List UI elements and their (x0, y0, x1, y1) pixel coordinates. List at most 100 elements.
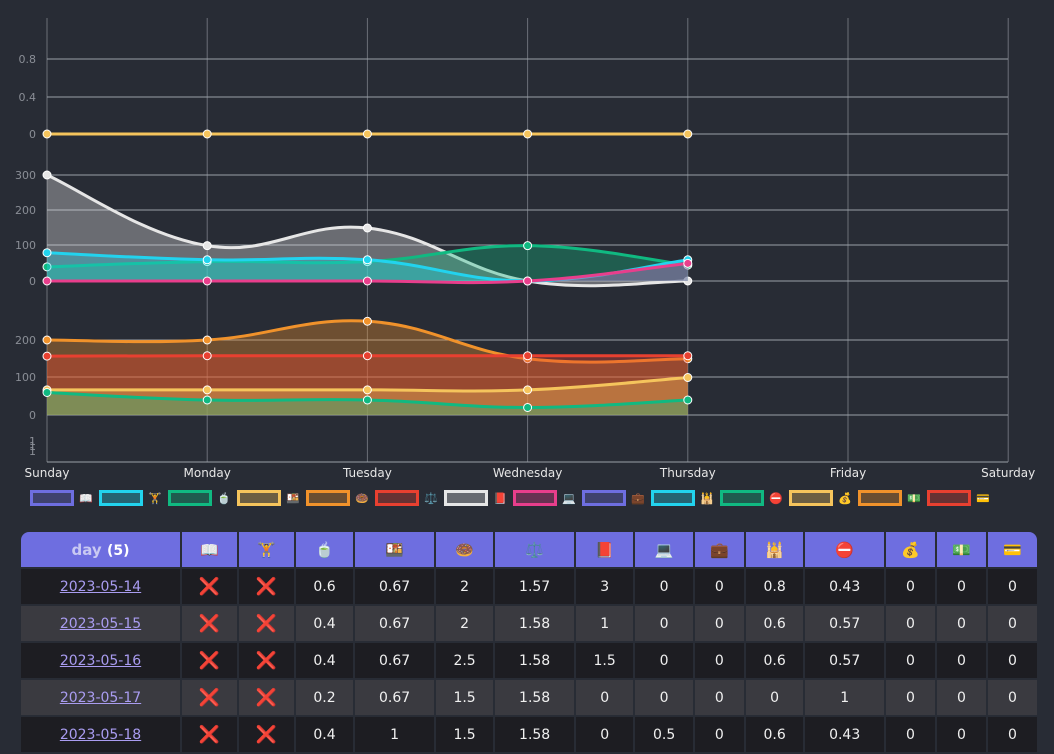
chart-legend: 📖 🏋 🍵 🍱 🍩 ⚖️ 📕 💻 💼 🕌 ⛔ 💰 💵 💳 (30, 490, 996, 506)
legend-swatch (927, 490, 971, 506)
legend-swatch (30, 490, 74, 506)
value-cell: 0 (635, 680, 692, 715)
legend-item[interactable]: 💼 (582, 490, 645, 506)
column-header-icon[interactable]: 💻 (635, 532, 692, 567)
column-header-icon[interactable]: 💼 (695, 532, 744, 567)
legend-item[interactable]: 🍵 (168, 490, 231, 506)
value-cell: 0.4 (296, 606, 353, 641)
y-tick-label: 0.4 (19, 91, 37, 104)
day-cell: 2023-05-18 (21, 717, 180, 752)
value-cell: 0.57 (805, 606, 884, 641)
value-cell: 0.6 (746, 643, 803, 678)
legend-item[interactable]: 🕌 (651, 490, 714, 506)
cross-icon: ❌ (239, 643, 294, 678)
legend-item[interactable]: 💰 (789, 490, 852, 506)
legend-swatch (168, 490, 212, 506)
column-header-icon[interactable]: 🏋 (239, 532, 294, 567)
column-header-icon[interactable]: 🍱 (355, 532, 434, 567)
day-cell: 2023-05-16 (21, 643, 180, 678)
value-cell: 0.6 (296, 569, 353, 604)
value-cell: 0.67 (355, 606, 434, 641)
value-cell: 0 (695, 717, 744, 752)
table-header-row: day (5) 📖🏋🍵🍱🍩⚖️📕💻💼🕌⛔💰💵💳 (21, 532, 1037, 567)
column-header-icon[interactable]: 💰 (886, 532, 935, 567)
column-header-icon[interactable]: 🍵 (296, 532, 353, 567)
data-point (363, 396, 371, 404)
legend-swatch (513, 490, 557, 506)
value-cell: 0 (635, 606, 692, 641)
day-cell: 2023-05-15 (21, 606, 180, 641)
cross-icon: ❌ (239, 680, 294, 715)
value-cell: 0 (695, 606, 744, 641)
legend-item[interactable]: 🏋 (99, 490, 162, 506)
cross-icon: ❌ (239, 569, 294, 604)
cross-icon: ❌ (182, 569, 237, 604)
column-header-icon[interactable]: ⚖️ (495, 532, 574, 567)
legend-item[interactable]: 💳 (927, 490, 990, 506)
legend-item[interactable]: ⚖️ (375, 490, 438, 506)
legend-item[interactable]: 💵 (858, 490, 921, 506)
column-header-icon[interactable]: ⛔ (805, 532, 884, 567)
column-header-icon[interactable]: 🍩 (436, 532, 493, 567)
legend-item[interactable]: 📖 (30, 490, 93, 506)
day-column-header[interactable]: day (5) (21, 532, 180, 567)
data-point (43, 249, 51, 257)
data-point (43, 277, 51, 285)
value-cell: 0 (635, 643, 692, 678)
data-point (363, 256, 371, 264)
column-header-icon[interactable]: 🕌 (746, 532, 803, 567)
day-link[interactable]: 2023-05-17 (60, 690, 141, 706)
x-tick-label: Saturday (981, 466, 1035, 480)
legend-icon: 💵 (907, 492, 921, 505)
day-link[interactable]: 2023-05-18 (60, 727, 141, 743)
value-cell: 0.43 (805, 717, 884, 752)
column-header-icon[interactable]: 📕 (576, 532, 633, 567)
column-header-icon[interactable]: 💵 (937, 532, 986, 567)
value-cell: 0 (886, 643, 935, 678)
value-cell: 0.67 (355, 643, 434, 678)
data-point (524, 130, 532, 138)
value-cell: 0 (576, 717, 633, 752)
value-cell: 0 (695, 680, 744, 715)
legend-item[interactable]: 💻 (513, 490, 576, 506)
data-point (43, 336, 51, 344)
value-cell: 1 (355, 717, 434, 752)
value-cell: 0 (746, 680, 803, 715)
value-cell: 0 (988, 717, 1037, 752)
day-link[interactable]: 2023-05-15 (60, 616, 141, 632)
x-tick-label: Friday (830, 466, 866, 480)
data-point (684, 259, 692, 267)
legend-icon: 💰 (838, 492, 852, 505)
data-point (203, 277, 211, 285)
value-cell: 0 (988, 680, 1037, 715)
y-tick-label: 0 (29, 409, 36, 422)
day-link[interactable]: 2023-05-16 (60, 653, 141, 669)
legend-item[interactable]: 📕 (444, 490, 507, 506)
value-cell: 0.8 (746, 569, 803, 604)
legend-item[interactable]: ⛔ (720, 490, 783, 506)
column-header-icon[interactable]: 📖 (182, 532, 237, 567)
data-point (363, 352, 371, 360)
value-cell: 1.58 (495, 643, 574, 678)
legend-swatch (237, 490, 281, 506)
value-cell: 1.58 (495, 717, 574, 752)
value-cell: 0 (937, 717, 986, 752)
cross-icon: ❌ (182, 680, 237, 715)
cross-icon: ❌ (182, 606, 237, 641)
data-point (203, 242, 211, 250)
value-cell: 0 (886, 606, 935, 641)
day-cell: 2023-05-14 (21, 569, 180, 604)
legend-item[interactable]: 🍱 (237, 490, 300, 506)
day-link[interactable]: 2023-05-14 (60, 579, 141, 595)
legend-swatch (789, 490, 833, 506)
column-header-icon[interactable]: 💳 (988, 532, 1037, 567)
legend-item[interactable]: 🍩 (306, 490, 369, 506)
y-tick-label: 100 (15, 239, 36, 252)
data-point (684, 130, 692, 138)
data-point (524, 277, 532, 285)
value-cell: 0.2 (296, 680, 353, 715)
